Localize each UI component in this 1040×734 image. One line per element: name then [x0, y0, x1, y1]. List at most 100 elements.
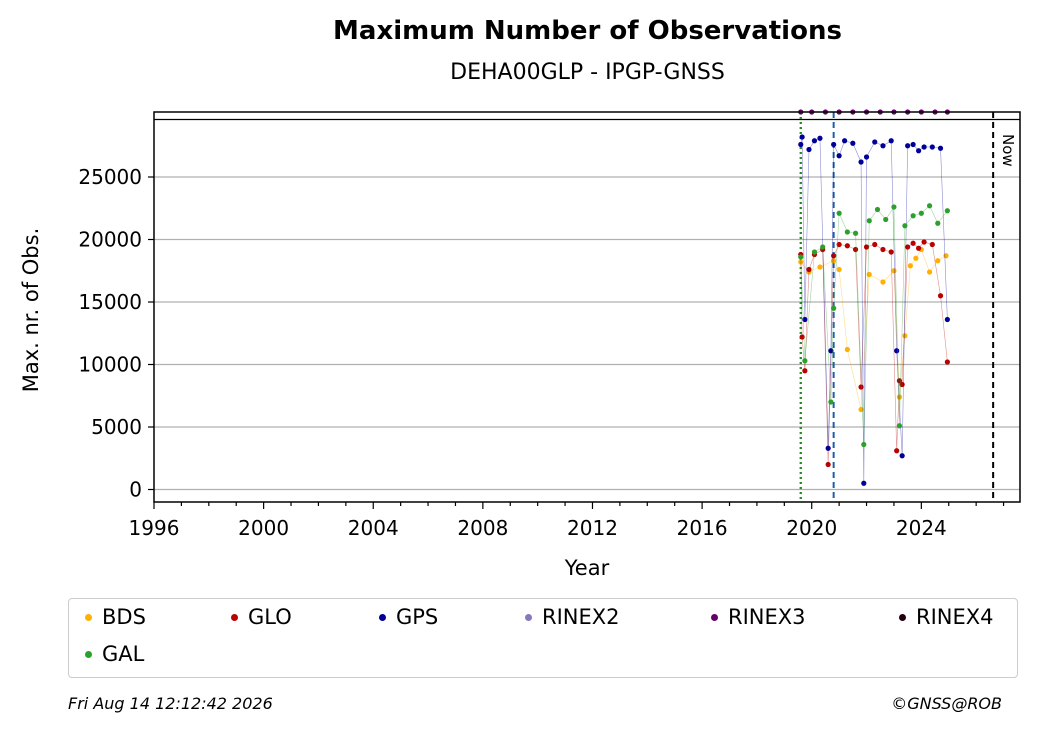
legend-marker	[711, 613, 718, 621]
data-point-bds	[817, 264, 823, 270]
data-point-gal	[918, 210, 924, 216]
data-point-gal	[802, 358, 808, 364]
x-tick-label: 2004	[348, 516, 399, 540]
data-point-glo	[802, 368, 808, 374]
data-point-gps	[831, 141, 837, 148]
data-point-gal	[891, 204, 897, 210]
data-point-gps	[842, 138, 848, 144]
data-points	[798, 109, 950, 486]
data-point-gps	[817, 135, 823, 141]
x-axis-label: Year	[564, 556, 610, 580]
x-tick-label: 2020	[786, 516, 837, 540]
plot-area: Now 0 5000 10000 15000 20000 25000 1996 2000 200…	[19, 109, 1021, 580]
y-tick-label: 15000	[78, 290, 142, 314]
legend-item-bds: BDS	[85, 605, 146, 629]
data-point-bds	[891, 268, 897, 274]
data-point-gps	[811, 138, 818, 144]
data-point-gps	[858, 159, 864, 165]
y-tick-label: 25000	[78, 165, 142, 189]
data-point-glo	[825, 461, 831, 468]
data-point-glo	[944, 359, 950, 365]
data-point-gal	[844, 229, 850, 235]
data-point-gps	[894, 348, 900, 354]
legend-item-rinex4: RINEX4	[899, 605, 994, 629]
data-point-glo	[831, 253, 837, 259]
legend-label: RINEX3	[728, 605, 806, 629]
data-point-gal	[935, 220, 941, 226]
legend-marker	[899, 613, 906, 621]
data-point-gal	[852, 230, 859, 236]
data-point-gal	[811, 249, 818, 255]
data-point-glo	[858, 384, 864, 390]
data-point-glo	[899, 381, 905, 388]
data-point-glo	[844, 243, 850, 249]
legend-label: GLO	[248, 605, 292, 629]
data-point-gps	[799, 134, 805, 140]
legend: BDS GLO GPS RINEX2 RINEX3 RINEX4 GAL	[68, 598, 1018, 678]
x-tick-label: 2016	[677, 516, 728, 540]
legend-marker	[85, 650, 92, 658]
plot-frame	[153, 111, 1021, 503]
data-point-gps	[888, 138, 894, 144]
y-tick-label: 20000	[78, 228, 142, 252]
legend-label: RINEX4	[916, 605, 994, 629]
x-tick-label: 2024	[896, 516, 947, 540]
data-point-gps	[798, 141, 804, 148]
series-line-gps	[800, 136, 948, 484]
data-point-glo	[910, 240, 916, 246]
data-point-glo	[852, 246, 859, 253]
data-point-gal	[874, 206, 881, 213]
x-tick-label: 1996	[129, 516, 180, 540]
y-tick-label: 10000	[78, 353, 142, 377]
legend-marker	[231, 613, 238, 621]
data-point-gal	[896, 423, 903, 429]
data-point-bds	[866, 271, 872, 278]
data-point-bds	[943, 253, 949, 259]
data-point-gal	[820, 244, 826, 250]
y-axis-label: Max. nr. of Obs.	[19, 228, 43, 393]
data-point-gps	[850, 140, 856, 146]
data-point-gps	[863, 154, 870, 160]
data-point-gal	[798, 254, 804, 260]
legend-item-gal: GAL	[85, 642, 144, 666]
data-point-bds	[896, 394, 903, 400]
data-point-gal	[910, 213, 916, 219]
data-point-bds	[907, 263, 913, 269]
data-point-gps	[916, 148, 922, 154]
data-point-gal	[902, 223, 908, 229]
data-point-glo	[888, 249, 894, 255]
data-point-bds	[798, 259, 804, 265]
data-point-glo	[894, 448, 900, 454]
legend-label: BDS	[102, 605, 146, 629]
data-point-bds	[831, 258, 837, 264]
data-point-gal	[836, 210, 842, 216]
legend-marker	[525, 613, 532, 621]
data-point-gps	[825, 445, 831, 451]
footer-copyright: ©GNSS@ROB	[891, 694, 1002, 713]
data-point-gal	[926, 203, 933, 209]
data-point-gps	[905, 143, 911, 149]
legend-item-rinex2: RINEX2	[525, 605, 620, 629]
data-point-gal	[883, 216, 889, 223]
data-point-glo	[896, 378, 903, 384]
data-point-gps	[929, 144, 935, 150]
y-tick-label: 0	[129, 478, 142, 502]
data-point-bds	[913, 255, 919, 261]
legend-item-rinex3: RINEX3	[711, 605, 806, 629]
x-tick-label: 2008	[457, 516, 508, 540]
chart-subtitle: DEHA00GLP - IPGP-GNSS	[450, 60, 725, 85]
data-point-gal	[866, 218, 872, 224]
data-point-gps	[802, 316, 808, 323]
data-point-gps	[944, 316, 950, 323]
x-tick-label: 2000	[238, 516, 289, 540]
data-point-gps	[806, 146, 812, 153]
data-point-glo	[921, 239, 927, 245]
y-tick-label: 5000	[91, 415, 142, 439]
series-line-bds	[800, 248, 947, 410]
data-point-bds	[935, 258, 941, 264]
legend-marker	[85, 613, 92, 621]
data-point-glo	[880, 246, 886, 253]
data-point-bds	[844, 346, 850, 353]
data-point-glo	[863, 244, 870, 250]
data-point-glo	[929, 241, 935, 248]
